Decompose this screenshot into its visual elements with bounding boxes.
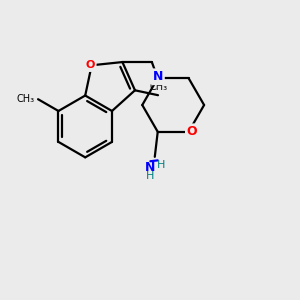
- Text: N: N: [145, 161, 156, 174]
- Text: H: H: [157, 160, 165, 170]
- Text: CH₃: CH₃: [149, 82, 168, 92]
- Text: CH₃: CH₃: [16, 94, 34, 104]
- Text: H: H: [146, 171, 154, 181]
- Text: O: O: [187, 125, 197, 138]
- Text: O: O: [85, 60, 95, 70]
- Text: N: N: [152, 70, 163, 83]
